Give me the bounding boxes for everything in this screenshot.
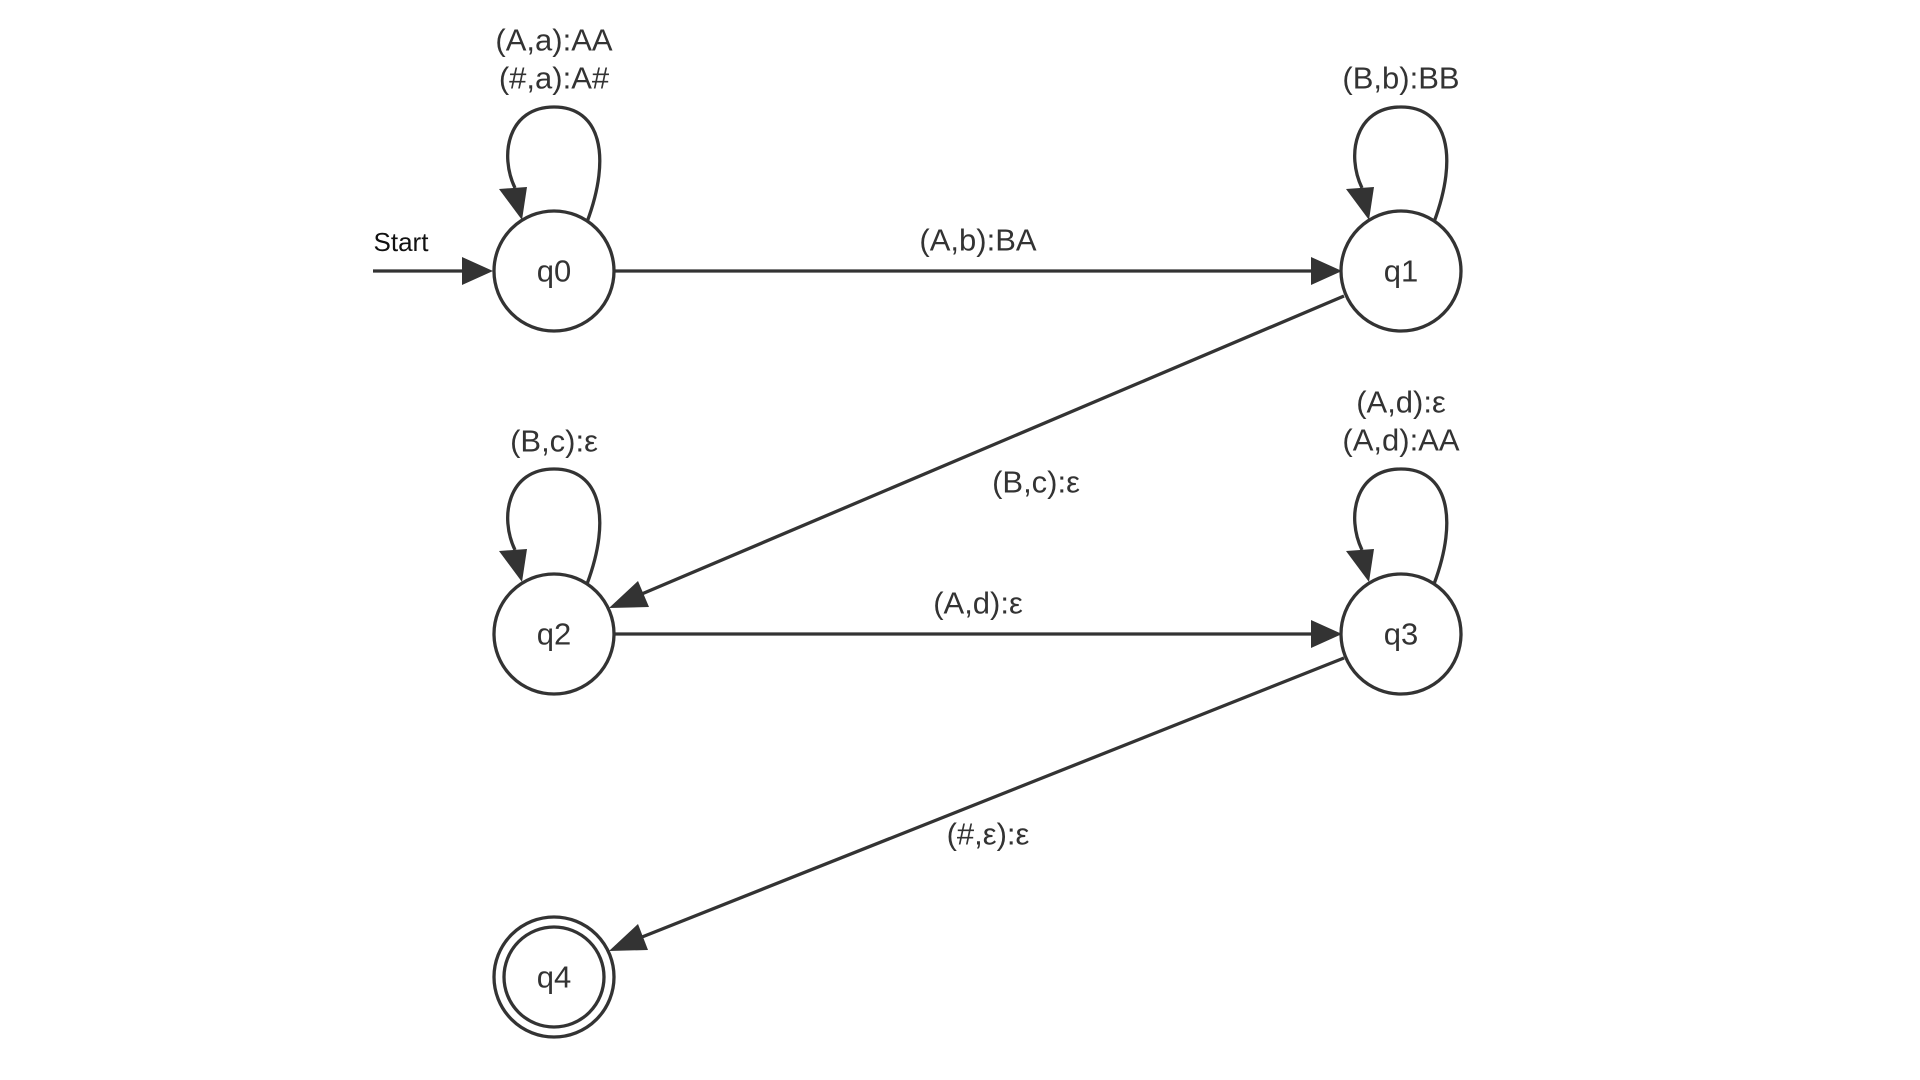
transition-q2-q3: [614, 620, 1342, 648]
transition-q3-q4: [609, 656, 1345, 951]
transition-q3-self-loop: [1346, 467, 1449, 585]
state-label-q1: q1: [1384, 254, 1418, 289]
transition-q0-q1: [614, 257, 1342, 285]
state-q0: q0: [492, 209, 616, 333]
start-label: Start: [374, 227, 430, 257]
state-label-q4: q4: [537, 960, 571, 995]
transition-label-q3-self-1: (A,d):ε: [1356, 385, 1446, 420]
state-label-q0: q0: [537, 254, 571, 289]
transition-label-q1-self: (B,b):BB: [1342, 61, 1459, 96]
state-q1: q1: [1339, 209, 1463, 333]
transition-q1-q2: [609, 294, 1345, 608]
transition-label-q1-q2: (B,c):ε: [992, 465, 1080, 500]
transition-label-q0-self-2: (#,a):A#: [499, 61, 610, 96]
state-q4-accepting: q4: [492, 915, 616, 1039]
transition-q0-self-loop: [499, 105, 602, 223]
transition-label-q3-self-2: (A,d):AA: [1342, 423, 1459, 458]
state-label-q2: q2: [537, 617, 571, 652]
transition-q2-self-loop: [499, 467, 602, 585]
state-q2: q2: [492, 572, 616, 696]
start-arrow: [373, 257, 493, 285]
transition-q1-self-loop: [1346, 105, 1449, 223]
transition-label-q0-q1: (A,b):BA: [919, 223, 1036, 258]
state-q3: q3: [1339, 572, 1463, 696]
transition-label-q0-self-1: (A,a):AA: [495, 23, 612, 58]
state-label-q3: q3: [1384, 617, 1418, 652]
transition-label-q2-q3: (A,d):ε: [933, 586, 1023, 621]
transition-label-q2-self: (B,c):ε: [510, 424, 598, 459]
transition-label-q3-q4: (#,ε):ε: [947, 817, 1030, 852]
